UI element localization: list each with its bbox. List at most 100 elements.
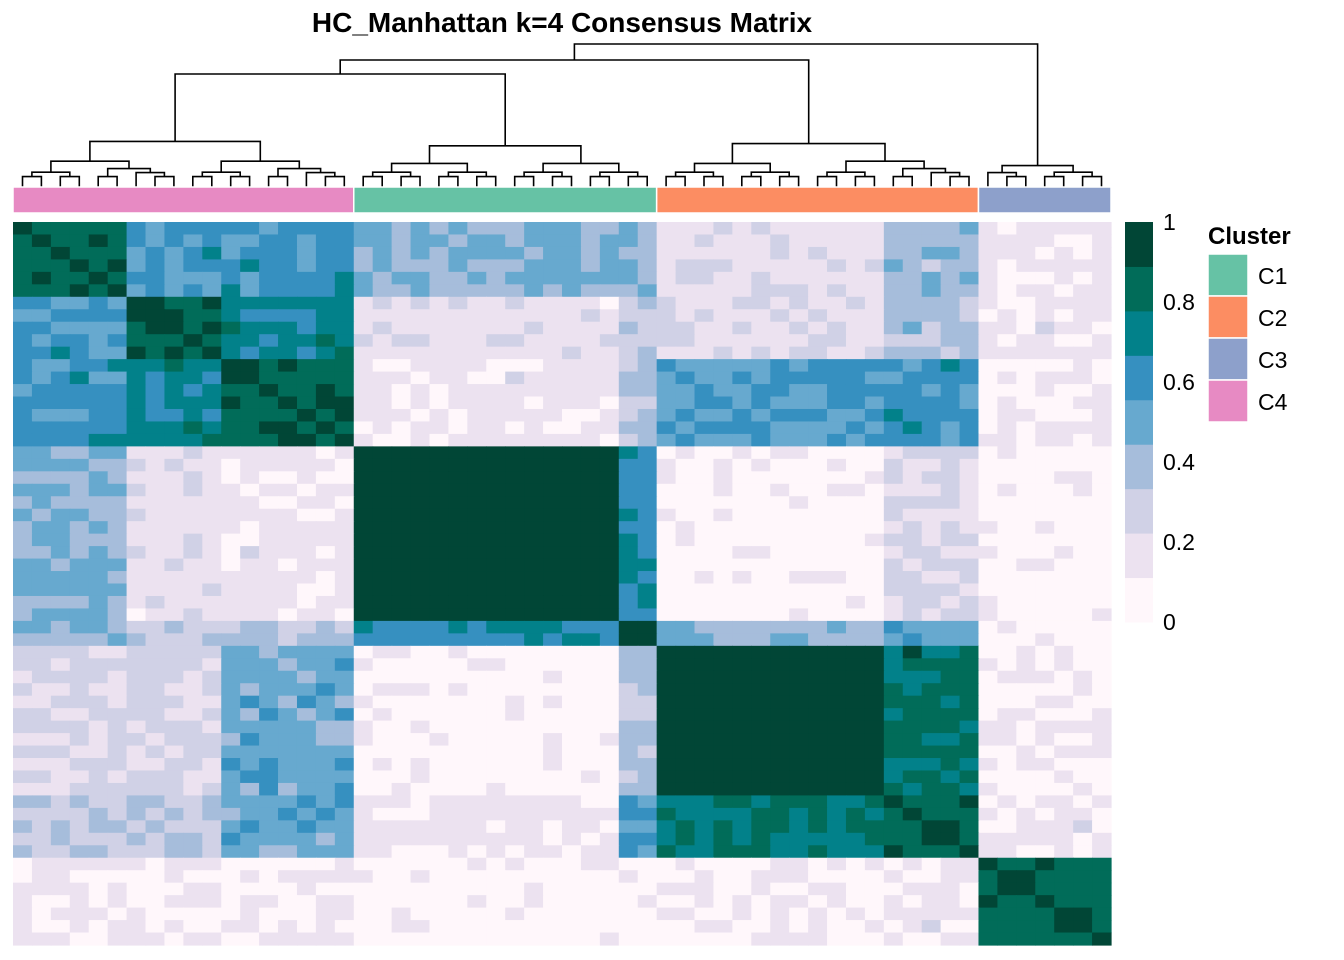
heatmap-cell xyxy=(296,284,317,298)
heatmap-cell xyxy=(164,832,184,846)
heatmap-cell xyxy=(675,658,696,672)
heatmap-cell xyxy=(240,384,260,398)
heatmap-cell xyxy=(713,384,733,398)
heatmap-cell xyxy=(959,733,980,747)
heatmap-cell xyxy=(88,359,109,373)
heatmap-cell xyxy=(656,882,677,896)
heatmap-cell xyxy=(505,658,525,672)
heatmap-cell xyxy=(656,895,677,909)
heatmap-cell xyxy=(315,782,336,797)
heatmap-cell xyxy=(107,708,128,722)
heatmap-cell xyxy=(902,246,923,260)
heatmap-cell xyxy=(770,795,790,809)
heatmap-cell xyxy=(50,633,71,647)
heatmap-cell xyxy=(278,807,298,821)
heatmap-cell xyxy=(240,882,260,896)
heatmap-cell xyxy=(1054,670,1074,684)
heatmap-cell xyxy=(883,346,904,360)
heatmap-cell xyxy=(1092,296,1112,310)
heatmap-cell xyxy=(467,521,487,535)
heatmap-cell xyxy=(751,533,771,547)
heatmap-cell xyxy=(921,895,942,909)
heatmap-cell xyxy=(599,932,620,946)
heatmap-cell xyxy=(164,471,184,485)
heatmap-cell xyxy=(1016,782,1036,797)
heatmap-cell xyxy=(429,346,450,360)
heatmap-cell xyxy=(789,608,809,622)
heatmap-cell xyxy=(183,670,203,684)
heatmap-cell xyxy=(543,496,563,510)
heatmap-cell xyxy=(334,234,355,248)
heatmap-cell xyxy=(505,583,525,597)
heatmap-cell xyxy=(1016,595,1036,610)
heatmap-cell xyxy=(618,832,639,846)
heatmap-cell xyxy=(13,645,33,659)
heatmap-cell xyxy=(997,720,1017,734)
heatmap-cell xyxy=(278,471,298,485)
heatmap-cell xyxy=(808,396,828,410)
heatmap-cell xyxy=(978,745,999,759)
heatmap-cell xyxy=(240,733,260,747)
heatmap-cell xyxy=(391,296,412,310)
heatmap-cell xyxy=(637,359,658,373)
heatmap-cell xyxy=(69,733,90,747)
heatmap-cell xyxy=(88,807,109,821)
heatmap-cell xyxy=(978,458,999,472)
heatmap-cell xyxy=(126,658,147,672)
heatmap-cell xyxy=(410,920,431,934)
heatmap-cell xyxy=(391,695,412,709)
heatmap-cell xyxy=(978,496,999,510)
heatmap-cell xyxy=(656,745,677,759)
heatmap-cell xyxy=(940,471,961,485)
heatmap-cell xyxy=(1054,346,1074,360)
heatmap-cell xyxy=(69,633,90,647)
heatmap-cell xyxy=(751,583,771,597)
heatmap-cell xyxy=(902,583,923,597)
heatmap-cell xyxy=(1092,321,1112,335)
heatmap-cell xyxy=(240,583,260,597)
heatmap-cell xyxy=(656,334,677,348)
heatmap-cell xyxy=(770,620,790,634)
heatmap-cell xyxy=(1035,745,1055,759)
heatmap-cell xyxy=(827,633,847,647)
heatmap-cell xyxy=(883,284,904,298)
heatmap-cell xyxy=(827,670,847,684)
heatmap-cell xyxy=(675,857,696,871)
heatmap-cell xyxy=(562,620,582,634)
heatmap-cell xyxy=(959,633,980,647)
heatmap-cell xyxy=(448,658,468,672)
heatmap-cell xyxy=(259,782,279,797)
heatmap-cell xyxy=(921,745,942,759)
heatmap-cell xyxy=(637,508,658,522)
heatmap-cell xyxy=(1092,508,1112,522)
heatmap-cell xyxy=(107,683,128,697)
heatmap-cell xyxy=(13,458,33,472)
heatmap-cell xyxy=(713,633,733,647)
heatmap-cell xyxy=(808,683,828,697)
heatmap-cell xyxy=(259,421,279,435)
heatmap-cell xyxy=(315,384,336,398)
heatmap-cell xyxy=(145,770,166,784)
heatmap-cell xyxy=(315,508,336,522)
heatmap-cell xyxy=(694,845,715,859)
heatmap-cell xyxy=(1016,608,1036,622)
heatmap-cell xyxy=(221,496,241,510)
heatmap-cell xyxy=(543,433,563,447)
heatmap-cell xyxy=(240,870,260,884)
heatmap-cell xyxy=(902,321,923,335)
heatmap-cell xyxy=(410,857,431,871)
heatmap-cell xyxy=(410,907,431,921)
heatmap-cell xyxy=(183,446,203,460)
heatmap-cell xyxy=(524,433,544,447)
heatmap-cell xyxy=(902,546,923,560)
heatmap-cell xyxy=(50,608,71,622)
heatmap-cell xyxy=(883,620,904,634)
heatmap-cell xyxy=(1092,695,1112,709)
heatmap-cell xyxy=(1035,595,1055,610)
heatmap-cell xyxy=(864,782,885,797)
heatmap-cell xyxy=(1073,733,1093,747)
heatmap-cell xyxy=(751,595,771,610)
heatmap-cell xyxy=(107,733,128,747)
heatmap-cell xyxy=(1035,708,1055,722)
heatmap-cell xyxy=(524,296,544,310)
